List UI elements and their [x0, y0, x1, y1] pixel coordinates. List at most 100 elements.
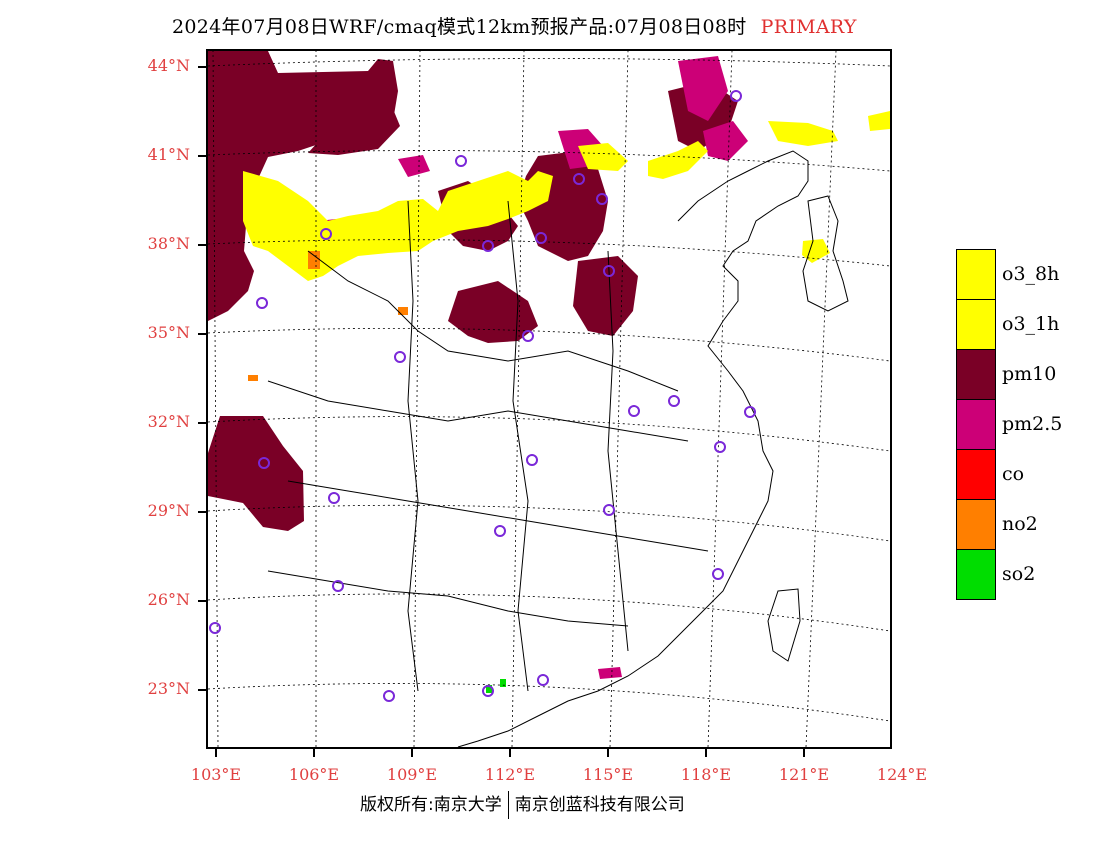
lat-tick [198, 333, 206, 335]
station-marker [628, 405, 640, 417]
station-marker [744, 406, 756, 418]
no2-patch-3 [248, 375, 258, 381]
station-marker [714, 441, 726, 453]
legend-swatch-so2 [956, 549, 996, 600]
province-line-2 [267, 380, 689, 442]
lat-tick [198, 600, 206, 602]
so2-patches [486, 679, 506, 693]
no2-patch-2 [398, 307, 408, 315]
so2-patch-1 [486, 685, 492, 693]
legend-label-pm10: pm10 [1002, 363, 1057, 385]
lat-tick [198, 244, 206, 246]
lon-label-121: 121°E [778, 765, 830, 784]
station-marker [455, 155, 467, 167]
station-marker [537, 674, 549, 686]
legend-swatch-o3-1h [956, 299, 996, 349]
lat-label-41: 41°N [147, 145, 190, 164]
lon-tick [607, 749, 609, 757]
lat-tick [198, 422, 206, 424]
lat-label-35: 35°N [147, 323, 190, 342]
primary-tag: PRIMARY [760, 16, 857, 38]
station-marker [596, 193, 608, 205]
station-marker [712, 568, 724, 580]
province-line-6 [507, 200, 529, 692]
pollutant-legend: o3_8h o3_1h pm10 pm2.5 co no2 so2 [956, 249, 1062, 600]
map-frame [206, 49, 892, 749]
station-marker [668, 395, 680, 407]
lat-label-23: 23°N [147, 679, 190, 698]
copyright-footer: 版权所有:南京大学 南京创蓝科技有限公司 [360, 790, 685, 819]
pm10-patches [208, 51, 738, 531]
legend-label-so2: so2 [1002, 563, 1036, 585]
pm10-patch-shandong-w [573, 256, 638, 336]
no2-patch-1 [308, 251, 320, 269]
province-line-7 [607, 250, 629, 652]
taiwan-outline [767, 588, 801, 662]
copyright-right: 南京创蓝科技有限公司 [514, 795, 685, 815]
footer-separator [507, 791, 509, 819]
lon-label-106: 106°E [288, 765, 340, 784]
station-marker [730, 90, 742, 102]
station-marker [482, 240, 494, 252]
lat-tick [198, 155, 206, 157]
lon-tick [705, 749, 707, 757]
station-marker [573, 173, 585, 185]
station-marker [535, 232, 547, 244]
so2-patch-2 [500, 679, 506, 687]
station-marker [320, 228, 332, 240]
lon-tick [215, 749, 217, 757]
pm10-patch-north-strip [308, 109, 400, 155]
lon-label-109: 109°E [386, 765, 438, 784]
no2-patches [248, 251, 408, 381]
station-marker [209, 622, 221, 634]
station-marker [482, 685, 494, 697]
lon-label-124: 124°E [876, 765, 928, 784]
lat-label-32: 32°N [147, 412, 190, 431]
legend-label-o3-8h: o3_8h [1002, 263, 1060, 285]
o3-patch-korea [802, 239, 830, 263]
korea-outline [802, 195, 849, 312]
station-marker [394, 351, 406, 363]
o3-patch-beijing [578, 143, 628, 171]
station-markers [209, 90, 756, 702]
lat-tick [198, 66, 206, 68]
lat-label-38: 38°N [147, 234, 190, 253]
china-coastline [457, 150, 809, 747]
pm10-patch-north-plateau [208, 51, 398, 321]
legend-swatch-co [956, 449, 996, 499]
lon-label-103: 103°E [190, 765, 242, 784]
station-marker [258, 457, 270, 469]
lat-tick [198, 689, 206, 691]
pm25-patch-ne [678, 56, 728, 121]
o3-patch-loess [243, 171, 553, 281]
station-marker [328, 492, 340, 504]
pm25-patch-bohai [703, 121, 748, 161]
lon-tick [509, 749, 511, 757]
map-title: 2024年07月08日WRF/cmaq模式12km预报产品:07月08日08时 P… [172, 12, 857, 39]
province-line-4 [267, 570, 629, 627]
lon-tick [803, 749, 805, 757]
lon-label-112: 112°E [484, 765, 536, 784]
map-canvas [208, 51, 890, 747]
lon-tick [313, 749, 315, 757]
station-marker [256, 297, 268, 309]
legend-label-no2: no2 [1002, 513, 1038, 535]
pm25-patch-guangdong [598, 667, 622, 679]
station-marker [603, 504, 615, 516]
lat-tick [198, 511, 206, 513]
legend-swatch-pm25 [956, 399, 996, 449]
o3-patch-far-ne [868, 111, 890, 131]
station-marker [526, 454, 538, 466]
province-line-1 [307, 250, 679, 392]
pm10-patch-sichuan [208, 416, 304, 531]
o3-patch-northeast [768, 121, 838, 146]
lat-label-26: 26°N [147, 590, 190, 609]
station-marker [522, 330, 534, 342]
graticule [208, 51, 890, 747]
station-marker [494, 525, 506, 537]
lat-label-44: 44°N [147, 56, 190, 75]
o3-patches [243, 111, 890, 281]
copyright-left: 版权所有:南京大学 [360, 795, 502, 815]
legend-swatch-no2 [956, 499, 996, 549]
station-marker [383, 690, 395, 702]
